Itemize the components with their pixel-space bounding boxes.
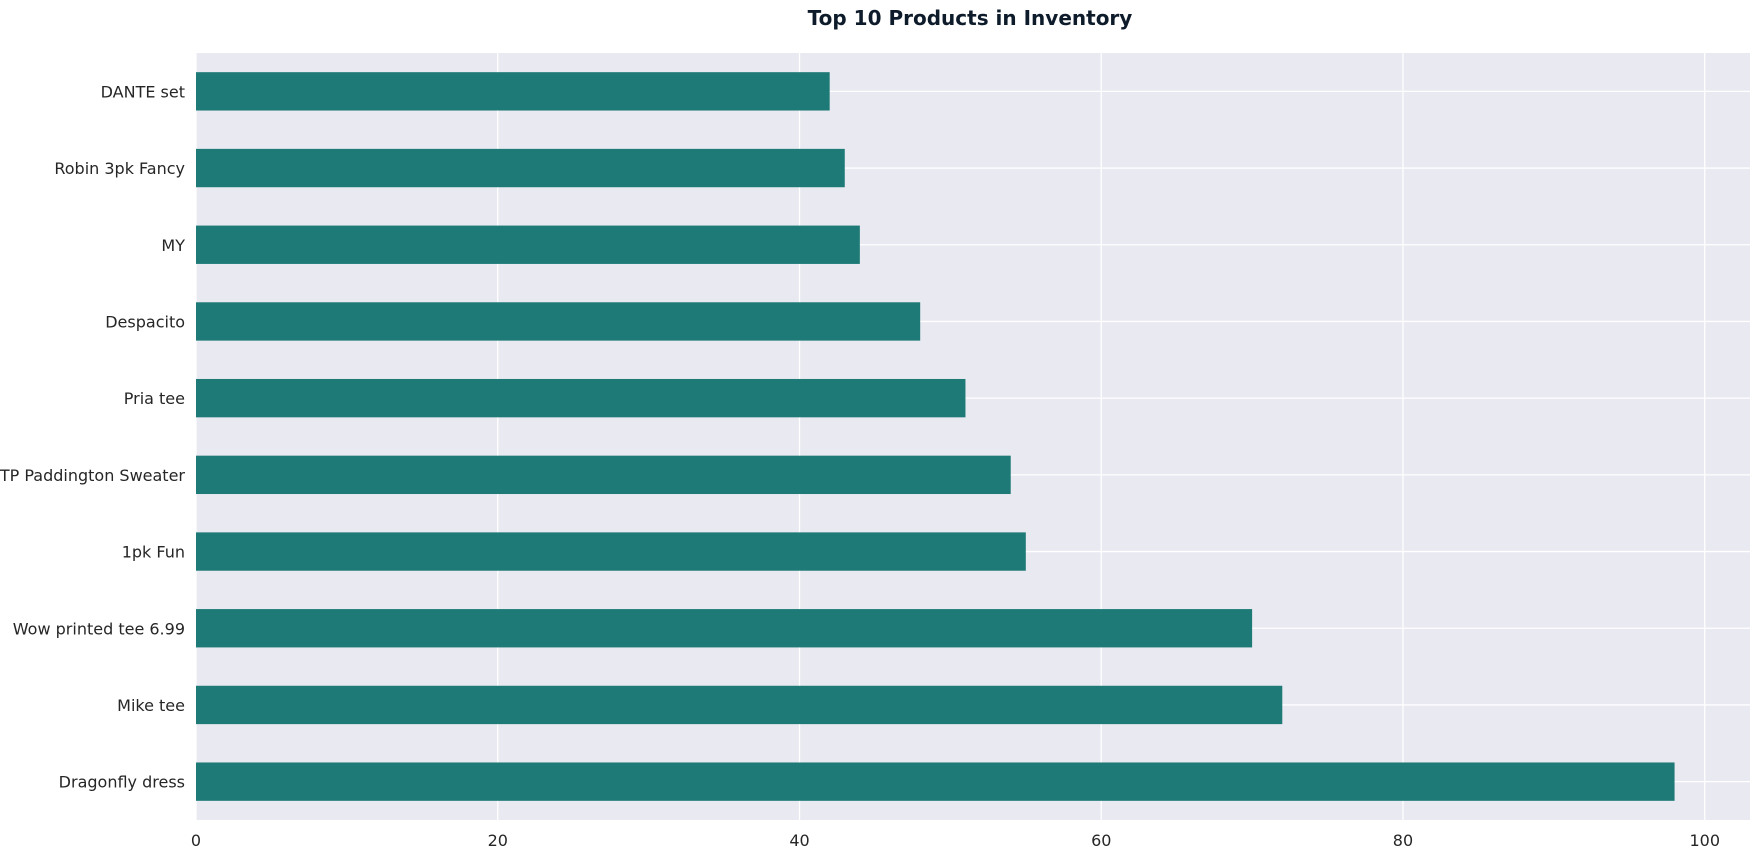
bar	[196, 148, 845, 188]
bar	[196, 378, 966, 418]
x-tick-label: 40	[789, 831, 809, 850]
x-tick-label: 60	[1091, 831, 1111, 850]
y-tick-label: Dragonfly dress	[59, 773, 185, 792]
y-tick-label: Wow printed tee 6.99	[13, 619, 185, 638]
x-tick-label: 80	[1393, 831, 1413, 850]
x-tick-labels: 0 20 40 60 80 100	[191, 831, 1720, 850]
bar	[196, 455, 1011, 495]
bar	[196, 685, 1283, 725]
bar	[196, 762, 1675, 801]
y-tick-labels: DANTE set Robin 3pk Fancy MY Despacito Pria …	[0, 82, 185, 791]
y-tick-label: TP Paddington Sweater	[0, 466, 185, 485]
y-tick-label: Robin 3pk Fancy	[54, 159, 185, 178]
x-tick-label: 20	[488, 831, 508, 850]
bar	[196, 609, 1253, 648]
bar	[196, 225, 860, 264]
y-tick-label: 1pk Fun	[122, 543, 185, 562]
bar	[196, 532, 1026, 571]
y-tick-label: MY	[161, 236, 185, 255]
bar	[196, 72, 830, 111]
x-tick-label: 0	[191, 831, 201, 850]
y-tick-label: Pria tee	[124, 389, 185, 408]
y-tick-label: Despacito	[105, 312, 185, 331]
y-tick-label: Mike tee	[117, 696, 185, 715]
x-tick-label: 100	[1689, 831, 1720, 850]
y-tick-label: DANTE set	[101, 82, 185, 101]
bar	[196, 302, 921, 341]
chart-title: Top 10 Products in Inventory	[808, 6, 1133, 30]
bars	[196, 72, 1675, 801]
